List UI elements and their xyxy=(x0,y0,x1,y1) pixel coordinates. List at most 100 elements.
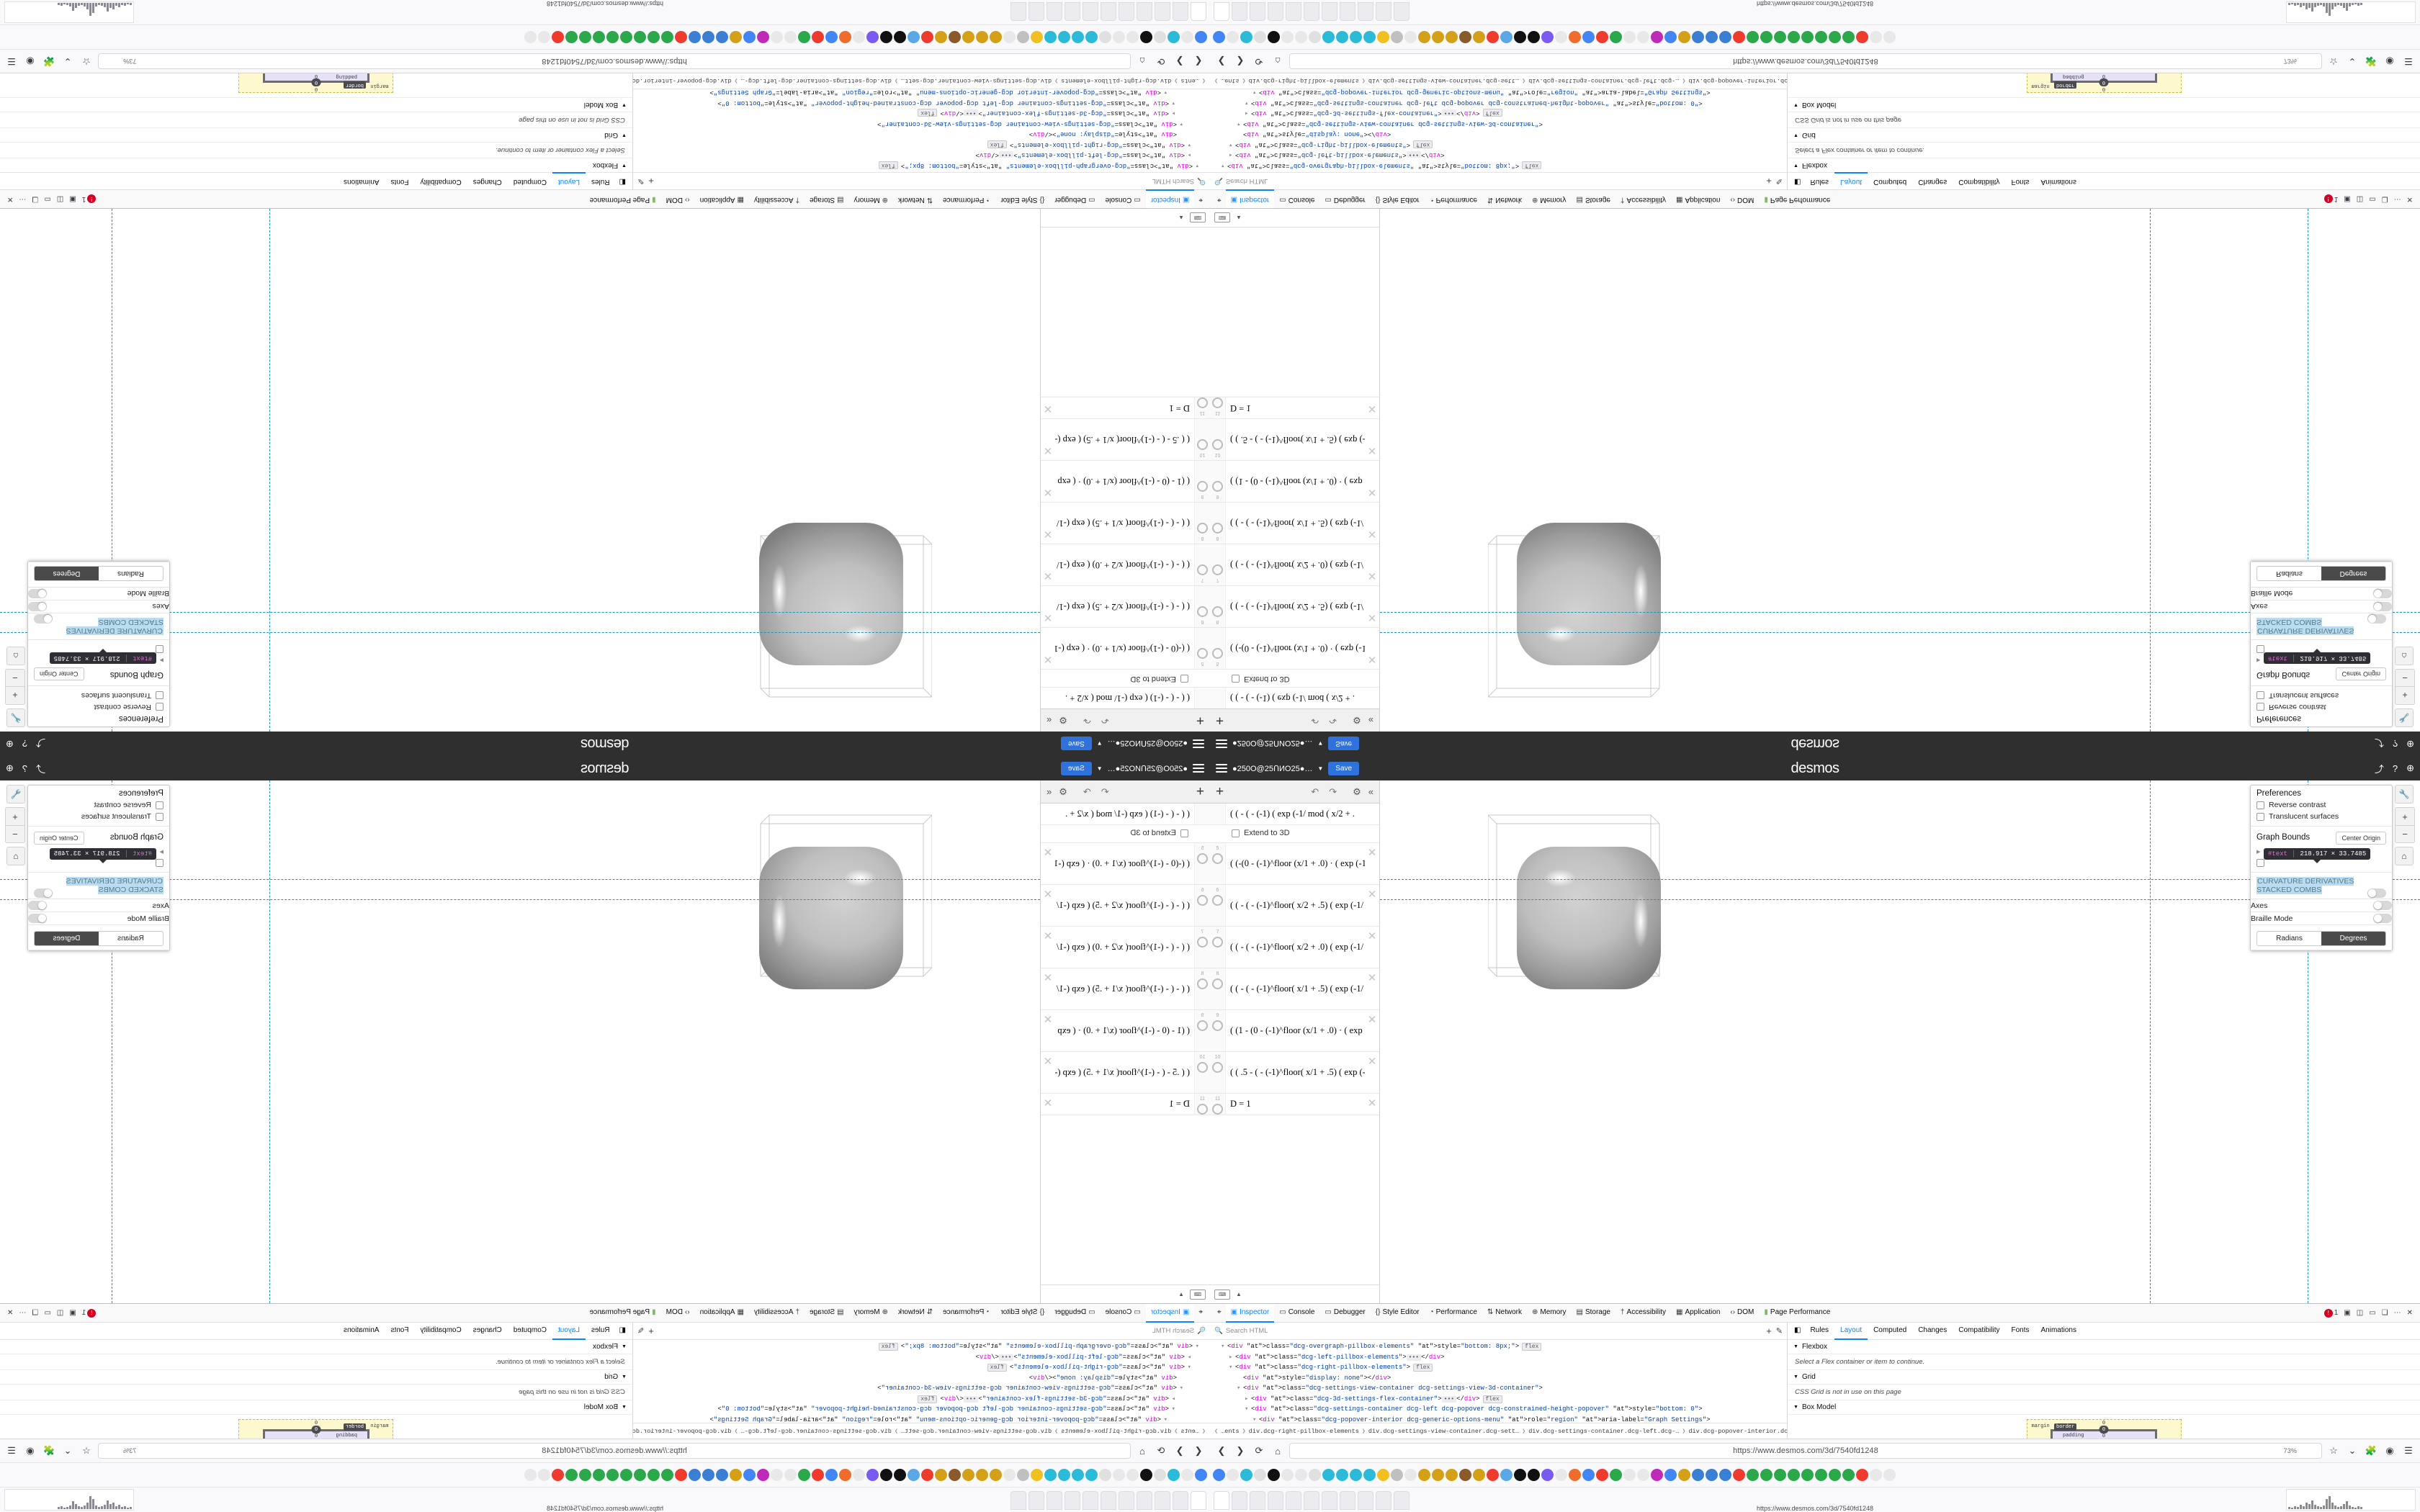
translucent-surfaces-row[interactable]: Translucent surfaces xyxy=(34,811,163,822)
bounds-extra-checkbox[interactable] xyxy=(156,859,163,867)
bookmark-favicon-icon[interactable] xyxy=(990,1469,1002,1481)
list-item[interactable]: 7 ( ( - ( - (-1)^floor( x/2 + .0) ( exp … xyxy=(1041,544,1210,585)
tab-fonts[interactable]: Fonts xyxy=(2011,1326,2030,1334)
expression-math[interactable]: ( (1 - (0 - (-1)^floor (x/1 + .0) · ( ex… xyxy=(1230,1025,1365,1035)
grid-section-header[interactable]: ▼ Grid xyxy=(1788,1370,2420,1385)
dom-tree[interactable]: ▾<div "at">class="dcg-overgraph-pillbox-… xyxy=(1210,89,1787,172)
address-bar[interactable]: https://www.desmos.com/3d/7540fd1248 73% xyxy=(98,1443,1131,1459)
delete-icon[interactable]: ✕ xyxy=(1043,486,1053,498)
dock-icon[interactable]: ❏ xyxy=(2381,195,2388,203)
box-model-section-header[interactable]: ▼ Box Model xyxy=(1788,1400,2420,1415)
flexbox-section-header[interactable]: ▼ Flexbox xyxy=(1788,158,2420,172)
tab-layout[interactable]: Layout xyxy=(552,1322,586,1340)
bookmark-favicon-icon[interactable] xyxy=(1017,31,1029,43)
extend-to-3d-checkbox[interactable] xyxy=(1232,829,1240,837)
account-icon[interactable]: ◉ xyxy=(26,1445,35,1456)
graph-settings-popover[interactable]: Preferences Reverse contrast Translucent… xyxy=(27,785,170,951)
expression-toggle[interactable] xyxy=(1212,481,1223,492)
bookmark-favicon-icon[interactable] xyxy=(1281,31,1294,43)
section-toggle[interactable] xyxy=(2367,888,2386,898)
bookmark-favicon-icon[interactable] xyxy=(1651,1469,1663,1481)
devtools-tab-application[interactable]: ▦ Application xyxy=(1676,1308,1721,1316)
browser-tab[interactable] xyxy=(1304,1490,1319,1510)
list-item[interactable]: 10 ( ( .5 - ( - (-1)^floor( x/1 + .5) ( … xyxy=(1210,1052,1379,1094)
braille-mode-toggle[interactable] xyxy=(2373,589,2392,598)
browser-tab[interactable] xyxy=(1155,2,1170,22)
bookmark-favicon-icon[interactable] xyxy=(1664,31,1677,43)
delete-icon[interactable]: ✕ xyxy=(1043,611,1053,624)
redo-icon[interactable]: ↷ xyxy=(1329,786,1337,797)
expression-toggle[interactable] xyxy=(1212,648,1223,659)
dom-tree[interactable]: ▾<div "at">class="dcg-overgraph-pillbox-… xyxy=(1210,1340,1787,1423)
list-item[interactable]: ( ( - ( - (-1) ( exp (-1/ mod ( x/2 + . xyxy=(1041,687,1210,708)
expand-axes-icon[interactable]: ▶ xyxy=(159,657,163,662)
zoom-out-icon[interactable]: − xyxy=(6,670,24,687)
bookmark-favicon-icon[interactable] xyxy=(1706,31,1718,43)
devtools-tab-dom[interactable]: ‹› DOM xyxy=(1730,1308,1754,1316)
save-button[interactable]: Save xyxy=(1060,761,1092,775)
tab-fonts[interactable]: Fonts xyxy=(390,178,409,186)
expression-toggle[interactable] xyxy=(1197,481,1208,492)
markup-view[interactable]: 🔍 Search HTML + ✎ ▾<div "at">class="dcg-… xyxy=(1210,73,1788,189)
bookmark-favicon-icon[interactable] xyxy=(1044,31,1057,43)
bookmark-favicon-icon[interactable] xyxy=(1446,31,1458,43)
reload-icon[interactable]: ⟳ xyxy=(1157,56,1165,67)
expression-math[interactable]: ( ( - ( - (-1)^floor( x/2 + .0) ( exp (-… xyxy=(1055,560,1190,570)
chevron-up-icon[interactable]: ▲ xyxy=(1178,1291,1184,1297)
devtools-tab-debugger[interactable]: ▭ Debugger xyxy=(1325,196,1366,204)
bookmark-favicon-icon[interactable] xyxy=(1181,1469,1193,1481)
twisty-icon[interactable]: ▾ xyxy=(1252,1416,1257,1423)
bookmark-favicon-icon[interactable] xyxy=(1815,1469,1827,1481)
breadcrumb[interactable]: ❮ …ents ❯ div.dcg-right-pillbox-elements ❯ d… xyxy=(1210,73,1787,89)
bookmark-favicon-icon[interactable] xyxy=(935,31,947,43)
breadcrumb-item[interactable]: div.dcg-settings-view-container.dcg-sett… xyxy=(1368,77,1520,85)
breadcrumb-scroll-left[interactable]: ❮ xyxy=(1214,1427,1219,1435)
translucent-surfaces-checkbox[interactable] xyxy=(2257,812,2264,821)
back-arrow-icon[interactable]: ❮ xyxy=(1194,1445,1203,1456)
breadcrumb-item[interactable]: div.dcg-settings-container.dcg-left.dcg-… xyxy=(740,77,892,85)
bookmark-favicon-icon[interactable] xyxy=(1350,1469,1362,1481)
devtools-tab-storage[interactable]: ▤ Storage xyxy=(1576,196,1610,204)
dom-tree-row[interactable]: ▾<div "at">class="dcg-settings-view-cont… xyxy=(1210,1383,1787,1394)
browser-tab[interactable] xyxy=(1394,2,1410,22)
bookmark-favicon-icon[interactable] xyxy=(908,31,920,43)
breadcrumb-item[interactable]: …ents xyxy=(1221,1427,1240,1435)
measure-icon[interactable]: ▭ xyxy=(44,1309,51,1317)
app-menu-icon[interactable]: ☰ xyxy=(7,56,16,67)
bookmarks-toolbar[interactable] xyxy=(1210,24,2420,49)
wrench-icon[interactable]: 🔧 xyxy=(6,708,25,727)
expression-toggle[interactable] xyxy=(1197,439,1208,450)
radians-option[interactable]: Radians xyxy=(117,570,144,577)
bookmark-favicon-icon[interactable] xyxy=(675,31,687,43)
bookmark-favicon-icon[interactable] xyxy=(716,1469,728,1481)
help-icon[interactable]: ? xyxy=(2392,762,2398,774)
braille-mode-row[interactable]: Braille Mode xyxy=(28,912,169,925)
browser-tab[interactable] xyxy=(1358,2,1373,22)
delete-icon[interactable]: ✕ xyxy=(1367,1014,1377,1026)
devtools-picker-icon[interactable]: ⌖ xyxy=(1217,1308,1222,1316)
dom-tree-row[interactable]: ▾<div "at">class="dcg-overgraph-pillbox-… xyxy=(1210,1341,1787,1352)
devtools-tab-style-editor[interactable]: {} Style Editor xyxy=(1375,1308,1420,1316)
dom-tree-row[interactable]: ▾<div "at">class="dcg-popover-interior d… xyxy=(1210,1415,1787,1423)
zoom-in-icon[interactable]: + xyxy=(12,690,18,701)
braille-mode-toggle[interactable] xyxy=(28,589,47,598)
padding-top-value[interactable]: 0 xyxy=(2102,1434,2106,1439)
flex-badge[interactable]: flex xyxy=(987,1364,1007,1372)
screenshot-icon[interactable]: ▣ xyxy=(2344,195,2351,203)
bookmark-favicon-icon[interactable] xyxy=(1072,1469,1084,1481)
tab-fonts[interactable]: Fonts xyxy=(2011,178,2030,186)
browser-tab[interactable] xyxy=(1394,1490,1410,1510)
bookmark-favicon-icon[interactable] xyxy=(1582,1469,1595,1481)
eyedropper-icon[interactable]: ✎ xyxy=(1775,1327,1783,1336)
chevron-down-icon[interactable]: ▼ xyxy=(1096,740,1103,747)
expression-math[interactable]: ( ( - ( - (-1)^floor( x/1 + .5) ( exp (-… xyxy=(1055,984,1190,994)
devtools-tab-inspector[interactable]: ▣ Inspector xyxy=(1145,1303,1195,1323)
delete-icon[interactable] xyxy=(1365,804,1379,824)
axes-row[interactable]: Axes xyxy=(2251,899,2392,912)
axes-toggle[interactable] xyxy=(2373,602,2392,611)
tab-rules[interactable]: Rules xyxy=(1810,178,1829,186)
bookmark-favicon-icon[interactable] xyxy=(1596,1469,1608,1481)
tab-layout[interactable]: Layout xyxy=(552,172,586,190)
delete-icon[interactable]: ✕ xyxy=(1367,444,1377,456)
hamburger-icon[interactable] xyxy=(1216,764,1227,773)
